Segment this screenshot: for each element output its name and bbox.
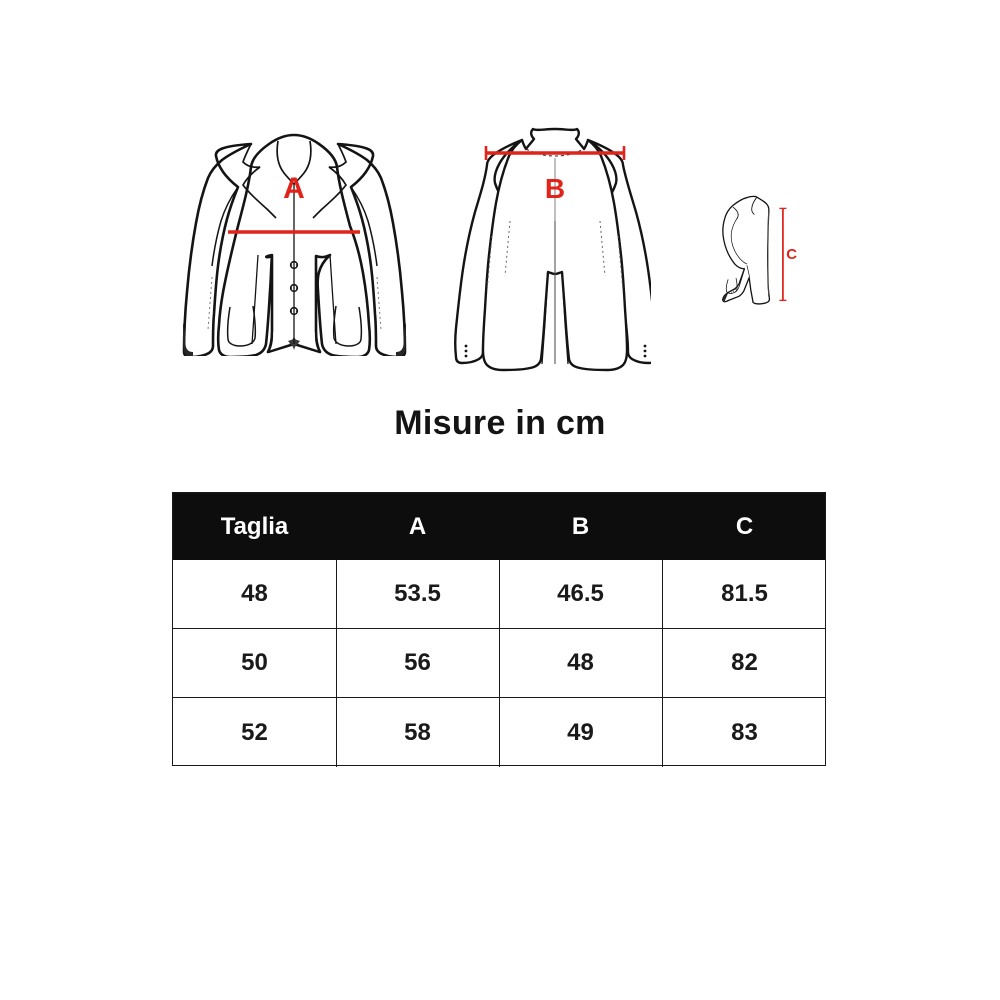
- svg-text:C: C: [786, 247, 797, 263]
- svg-text:B: B: [545, 173, 565, 204]
- svg-text:A: A: [283, 172, 305, 205]
